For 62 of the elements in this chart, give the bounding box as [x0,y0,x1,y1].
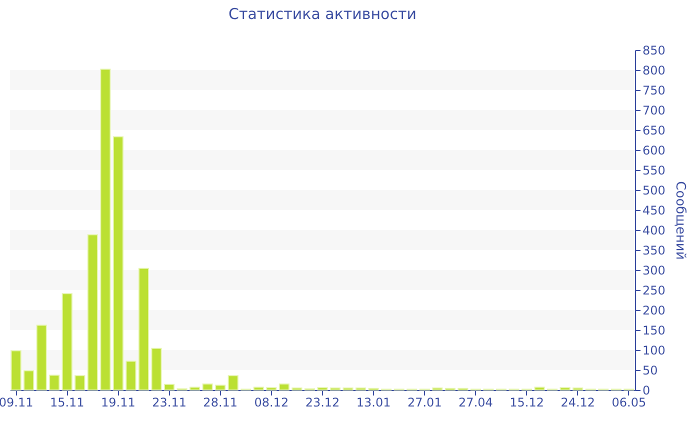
x-tick-label: 08.12 [254,396,289,410]
y-tick-label: 850 [642,44,666,58]
y-tick-label: 150 [642,324,666,338]
y-tick-label: 600 [642,144,666,158]
x-tick-label: 13.01 [356,396,391,410]
bar [560,387,570,390]
bar [266,387,277,390]
bar [432,388,443,390]
bar [10,350,22,390]
bar [215,384,226,390]
bar [112,136,124,390]
y-tick-label: 450 [642,204,666,218]
y-tick-label: 0 [642,384,650,398]
bar [138,268,150,390]
bar [278,384,290,390]
y-tick-label: 800 [642,64,666,78]
x-tick-label: 15.12 [510,396,544,410]
x-tick-label: 27.04 [458,396,493,410]
bar [126,360,136,390]
bar [228,375,238,390]
bar [202,384,213,390]
bar [330,388,341,390]
bar [253,386,264,390]
y-tick-label: 500 [642,184,666,198]
bar [292,388,302,390]
y-tick-label: 650 [642,124,666,138]
bar [62,293,72,390]
y-tick-label: 50 [642,364,658,378]
bar [572,388,584,390]
bar [36,324,47,390]
bar [342,388,354,390]
y-tick-label: 550 [642,164,666,178]
x-tick-label: 15.11 [50,396,84,410]
y-tick-label: 350 [642,244,666,258]
y-tick-label: 700 [642,104,666,118]
x-tick-label: 23.12 [305,396,340,410]
x-tick-label: 06.05 [612,396,646,410]
y-axis-title: Сообщений [672,181,688,260]
y-tick-label: 250 [642,284,666,298]
y-tick-label: 300 [642,264,666,278]
bar [356,388,366,390]
y-tick-label: 200 [642,304,666,318]
y-tick-label: 750 [642,84,666,98]
y-tick-label: 400 [642,224,666,238]
x-tick-label: 19.11 [101,396,136,410]
bar [74,375,86,390]
x-tick-label: 09.11 [0,396,34,410]
chart-title: Статистика активности [228,5,416,23]
x-tick-label: 28.11 [203,396,238,410]
bar [190,386,200,390]
bar [151,348,162,390]
x-tick-label: 24.12 [560,396,596,410]
bar [24,370,34,390]
x-tick-label: 23.11 [152,396,186,410]
bar [100,68,111,390]
bar [317,387,328,390]
bar [534,386,545,390]
bar [164,384,175,390]
bar [87,234,98,390]
y-tick-label: 100 [642,344,666,358]
bar [49,374,60,390]
x-tick-label: 27.01 [407,396,442,410]
